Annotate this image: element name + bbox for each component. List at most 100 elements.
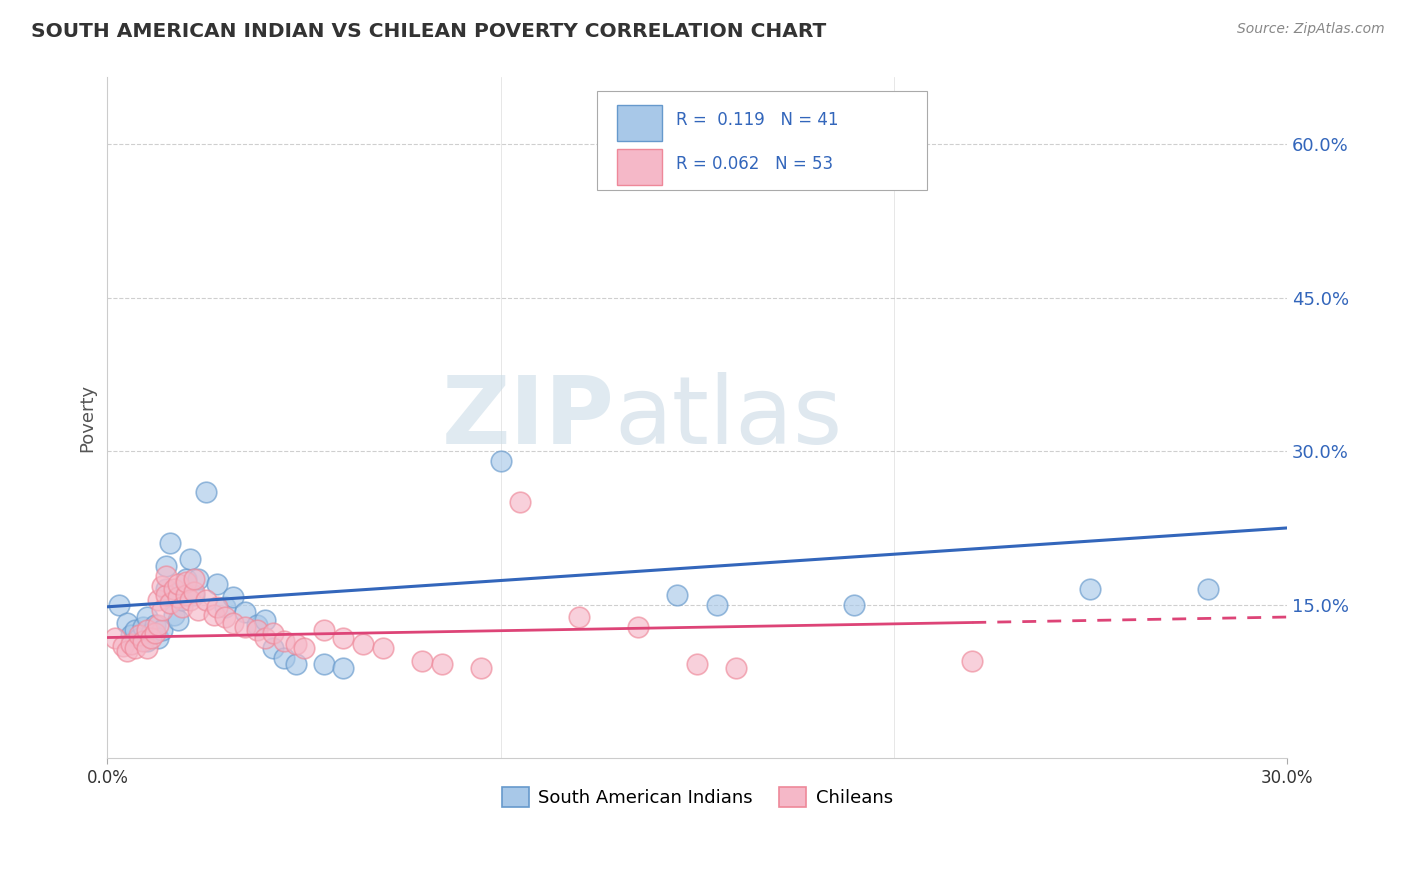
Point <box>124 624 146 638</box>
Bar <box>617 105 662 141</box>
Point <box>128 628 150 642</box>
Point <box>115 616 138 631</box>
Point <box>159 596 181 610</box>
Point <box>148 618 170 632</box>
Point <box>883 157 905 171</box>
Point <box>207 577 229 591</box>
Point <box>273 633 295 648</box>
Point <box>132 633 155 648</box>
Text: atlas: atlas <box>614 372 842 464</box>
Point <box>371 640 394 655</box>
Point <box>163 582 186 597</box>
Point <box>174 575 197 590</box>
Point <box>568 610 591 624</box>
Legend: South American Indians, Chileans: South American Indians, Chileans <box>495 780 900 814</box>
Point <box>332 631 354 645</box>
Point <box>135 610 157 624</box>
Point <box>430 657 453 672</box>
Point <box>155 582 177 597</box>
Point <box>143 618 166 632</box>
Point <box>152 624 174 638</box>
Point <box>273 651 295 665</box>
Point <box>246 618 269 632</box>
Point <box>120 637 142 651</box>
Point <box>104 631 127 645</box>
Point <box>183 585 205 599</box>
Point <box>233 605 256 619</box>
Point <box>844 598 866 612</box>
Point <box>262 626 284 640</box>
Point <box>174 572 197 586</box>
Point <box>706 598 728 612</box>
Point <box>139 626 162 640</box>
Point <box>155 569 177 583</box>
Point <box>285 637 308 651</box>
Point <box>148 631 170 645</box>
Point <box>233 620 256 634</box>
Point <box>172 592 194 607</box>
Point <box>253 613 276 627</box>
Point <box>152 579 174 593</box>
Point <box>411 654 433 668</box>
Point <box>115 644 138 658</box>
Point <box>152 603 174 617</box>
Point <box>128 631 150 645</box>
Point <box>135 633 157 648</box>
Text: R =  0.119   N = 41: R = 0.119 N = 41 <box>676 112 838 129</box>
Point <box>167 613 190 627</box>
Point <box>725 661 748 675</box>
Point <box>183 587 205 601</box>
Point <box>179 592 201 607</box>
Point <box>174 587 197 601</box>
Point <box>135 640 157 655</box>
Point <box>187 572 209 586</box>
Point <box>194 592 217 607</box>
Point <box>332 661 354 675</box>
Point <box>312 624 335 638</box>
Point <box>112 639 135 653</box>
Point <box>155 558 177 573</box>
Point <box>470 661 492 675</box>
Point <box>292 640 315 655</box>
Point <box>179 551 201 566</box>
Point <box>285 657 308 672</box>
Point <box>312 657 335 672</box>
Point <box>1078 582 1101 597</box>
Point <box>143 626 166 640</box>
Point <box>172 599 194 614</box>
Point <box>489 454 512 468</box>
Point <box>214 610 236 624</box>
Point <box>167 577 190 591</box>
Point <box>352 637 374 651</box>
Point <box>666 587 689 601</box>
Point <box>167 590 190 604</box>
Point <box>627 620 650 634</box>
Point <box>262 640 284 655</box>
Point <box>962 654 984 668</box>
Point <box>139 631 162 645</box>
Point <box>132 620 155 634</box>
Point <box>222 616 245 631</box>
Point <box>148 592 170 607</box>
Point <box>124 640 146 655</box>
Point <box>135 624 157 638</box>
Point <box>222 590 245 604</box>
Point <box>194 485 217 500</box>
Point <box>686 657 709 672</box>
Point <box>207 599 229 614</box>
Text: SOUTH AMERICAN INDIAN VS CHILEAN POVERTY CORRELATION CHART: SOUTH AMERICAN INDIAN VS CHILEAN POVERTY… <box>31 22 827 41</box>
FancyBboxPatch shape <box>598 91 927 190</box>
Point <box>163 607 186 622</box>
Point <box>214 599 236 614</box>
Point <box>246 624 269 638</box>
Y-axis label: Poverty: Poverty <box>79 384 96 452</box>
Point <box>253 631 276 645</box>
Text: Source: ZipAtlas.com: Source: ZipAtlas.com <box>1237 22 1385 37</box>
Point <box>183 572 205 586</box>
Point <box>108 598 131 612</box>
Point <box>509 495 531 509</box>
Point <box>120 628 142 642</box>
Point <box>155 587 177 601</box>
Bar <box>617 149 662 185</box>
Point <box>187 603 209 617</box>
